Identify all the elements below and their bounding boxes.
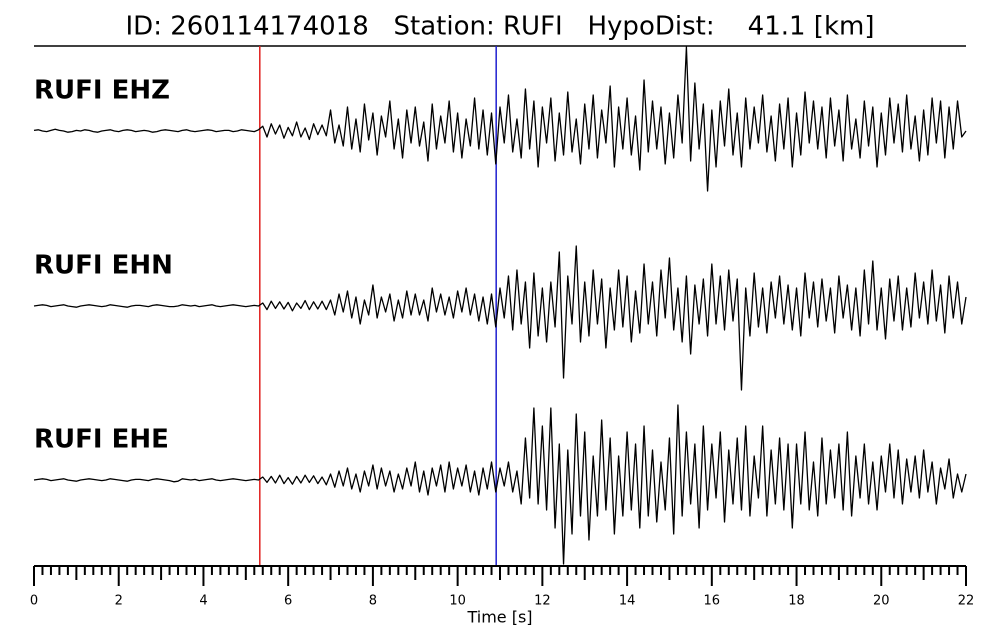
x-tick-label: 10 <box>449 594 466 609</box>
trace-label: RUFI EHZ <box>34 76 170 106</box>
x-tick-label: 4 <box>199 594 207 609</box>
x-tick-label: 6 <box>284 594 292 609</box>
x-tick-label: 16 <box>704 594 721 609</box>
chart-title: ID: 260114174018 Station: RUFI HypoDist:… <box>126 12 875 42</box>
trace <box>33 404 967 565</box>
trace <box>33 46 967 192</box>
x-tick-label: 14 <box>619 594 636 609</box>
x-tick-label: 12 <box>534 594 551 609</box>
x-axis-label: Time [s] <box>466 608 532 627</box>
x-tick-label: 20 <box>873 594 890 609</box>
x-tick-label: 0 <box>30 594 38 609</box>
x-tick-label: 2 <box>115 594 123 609</box>
x-tick-label: 22 <box>958 594 975 609</box>
trace <box>33 245 967 391</box>
trace-label: RUFI EHE <box>34 425 169 455</box>
x-tick-label: 8 <box>369 594 377 609</box>
x-tick-label: 18 <box>788 594 805 609</box>
trace-label: RUFI EHN <box>34 251 173 281</box>
